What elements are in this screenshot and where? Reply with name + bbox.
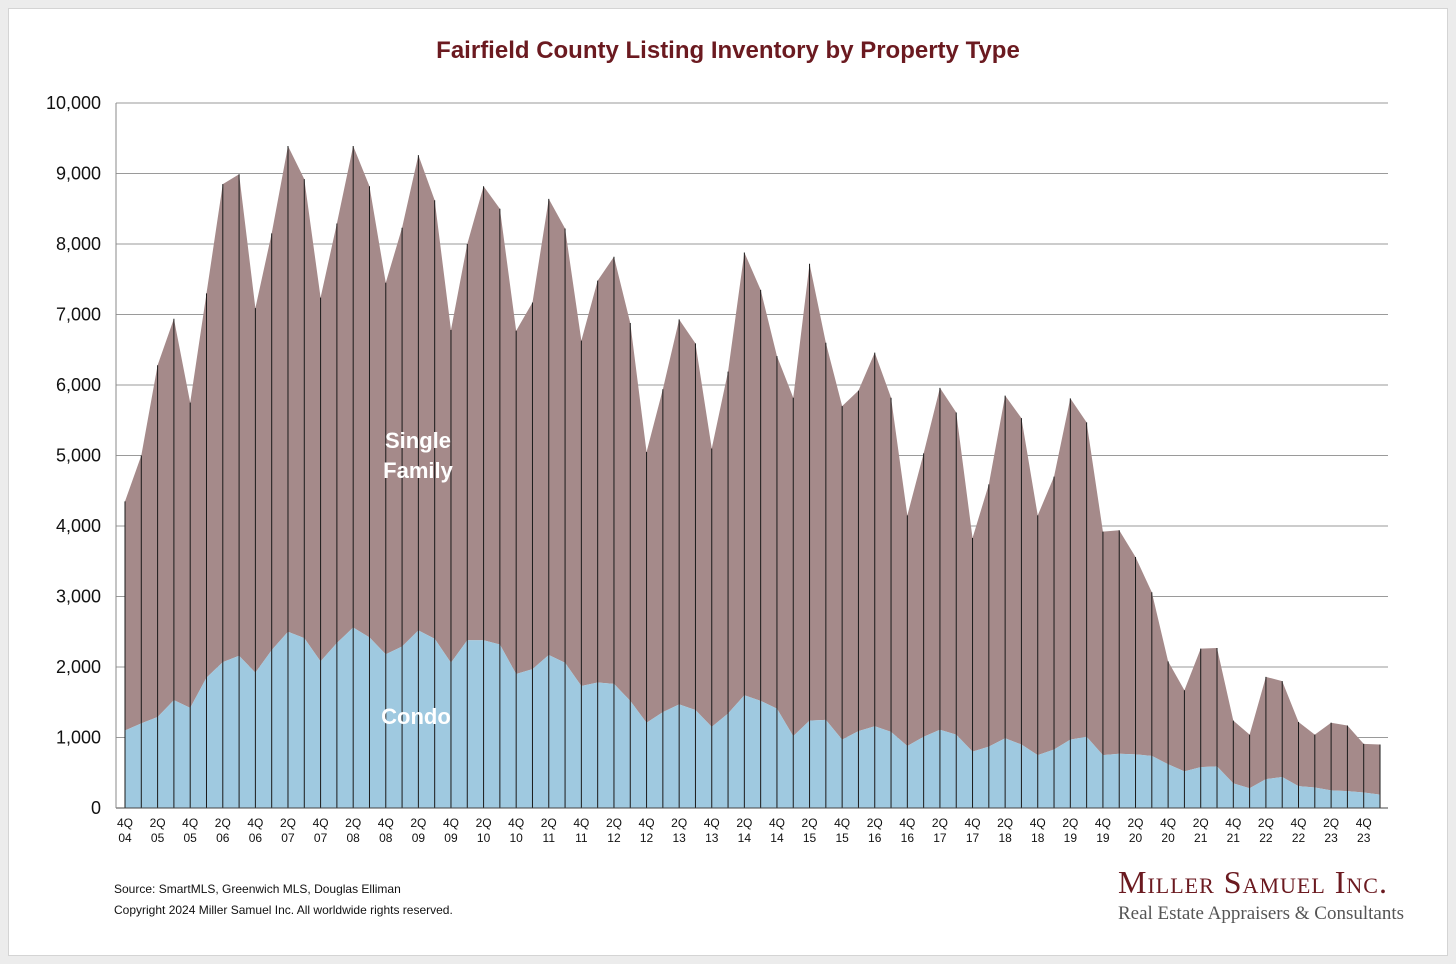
- x-tick-label: 4Q 15: [834, 816, 850, 845]
- x-tick-label: 2Q 17: [932, 816, 948, 845]
- x-tick-label: 2Q 09: [410, 816, 426, 845]
- brand-name: Miller Samuel Inc.: [1117, 864, 1388, 900]
- series-annotation-single: Single: [385, 428, 451, 453]
- y-tick-label: 5,000: [56, 446, 101, 466]
- x-tick-label: 2Q 07: [280, 816, 296, 845]
- x-tick-label: 4Q 17: [965, 816, 981, 845]
- x-tick-label: 4Q 16: [899, 816, 915, 845]
- x-tick-label: 2Q 05: [150, 816, 166, 845]
- x-tick-label: 4Q 11: [573, 816, 589, 845]
- x-tick-label: 4Q 07: [313, 816, 329, 845]
- x-tick-label: 2Q 12: [606, 816, 622, 845]
- x-tick-label: 2Q 20: [1128, 816, 1144, 845]
- stacked-areas: [125, 146, 1380, 808]
- x-tick-label: 4Q 21: [1225, 816, 1241, 845]
- series-area-condo: [125, 627, 1380, 808]
- y-tick-label: 4,000: [56, 516, 101, 536]
- x-tick-label: 2Q 13: [671, 816, 687, 845]
- x-tick-label: 4Q 12: [639, 816, 655, 845]
- x-tick-label: 2Q 08: [345, 816, 361, 845]
- y-tick-label: 0: [91, 798, 101, 818]
- x-tick-label: 4Q 20: [1160, 816, 1176, 845]
- x-tick-label: 2Q 15: [802, 816, 818, 845]
- x-tick-label: 4Q 13: [704, 816, 720, 845]
- x-tick-label: 4Q 08: [378, 816, 394, 845]
- x-tick-label: 2Q 19: [1062, 816, 1078, 845]
- series-annotation-condo: Condo: [381, 704, 451, 729]
- x-tick-label: 4Q 06: [247, 816, 263, 845]
- axes: [115, 103, 1388, 809]
- source-note: Source: SmartMLS, Greenwich MLS, Douglas…: [114, 882, 401, 896]
- x-tick-label: 4Q 10: [508, 816, 524, 845]
- x-tick-label: 4Q 19: [1095, 816, 1111, 845]
- x-tick-label: 4Q 05: [182, 816, 198, 845]
- y-tick-label: 6,000: [56, 375, 101, 395]
- x-tick-label: 4Q 22: [1290, 816, 1306, 845]
- y-axis-ticks: 0 1,000 2,000 3,000 4,000 5,000 6,000 7,000 8,00…: [46, 93, 101, 818]
- x-tick-label: 4Q 14: [769, 816, 785, 845]
- y-tick-label: 9,000: [56, 164, 101, 184]
- x-tick-label: 4Q 18: [1030, 816, 1046, 845]
- x-tick-label: 2Q 22: [1258, 816, 1274, 845]
- x-axis-ticks: 4Q 04 2Q 05 4Q 05 2Q 06 4Q 06 2Q 07 4Q 07 2Q 08 4Q 08 2Q 09…: [117, 816, 1372, 845]
- x-tick-label: 2Q 16: [867, 816, 883, 845]
- quarter-dividers: [124, 146, 1381, 808]
- brand-tagline: Real Estate Appraisers & Consultants: [1117, 903, 1404, 924]
- chart-title: Fairfield County Listing Inventory by Pr…: [436, 37, 1020, 64]
- x-tick-label: 2Q 18: [997, 816, 1013, 845]
- y-tick-label: 7,000: [56, 305, 101, 325]
- x-tick-label: 2Q 21: [1193, 816, 1209, 845]
- series-annotation-family: Family: [383, 458, 453, 483]
- y-tick-label: 1,000: [56, 728, 101, 748]
- y-tick-label: 3,000: [56, 587, 101, 607]
- series-annotations: Single Family Condo: [381, 428, 453, 729]
- y-tick-label: 2,000: [56, 657, 101, 677]
- x-tick-label: 2Q 14: [736, 816, 752, 845]
- x-tick-label: 4Q 09: [443, 816, 459, 845]
- x-tick-label: 4Q 23: [1356, 816, 1372, 845]
- x-tick-label: 2Q 06: [215, 816, 231, 845]
- series-area-single-family: [125, 146, 1380, 795]
- copyright-note: Copyright 2024 Miller Samuel Inc. All wo…: [114, 903, 453, 917]
- y-tick-label: 8,000: [56, 234, 101, 254]
- x-tick-label: 4Q 04: [117, 816, 133, 845]
- x-tick-label: 2Q 11: [541, 816, 557, 845]
- brand-logo: Miller Samuel Inc. Real Estate Appraiser…: [1118, 864, 1404, 925]
- x-tick-label: 2Q 10: [476, 816, 492, 845]
- y-tick-label: 10,000: [46, 93, 101, 113]
- x-tick-label: 2Q 23: [1323, 816, 1339, 845]
